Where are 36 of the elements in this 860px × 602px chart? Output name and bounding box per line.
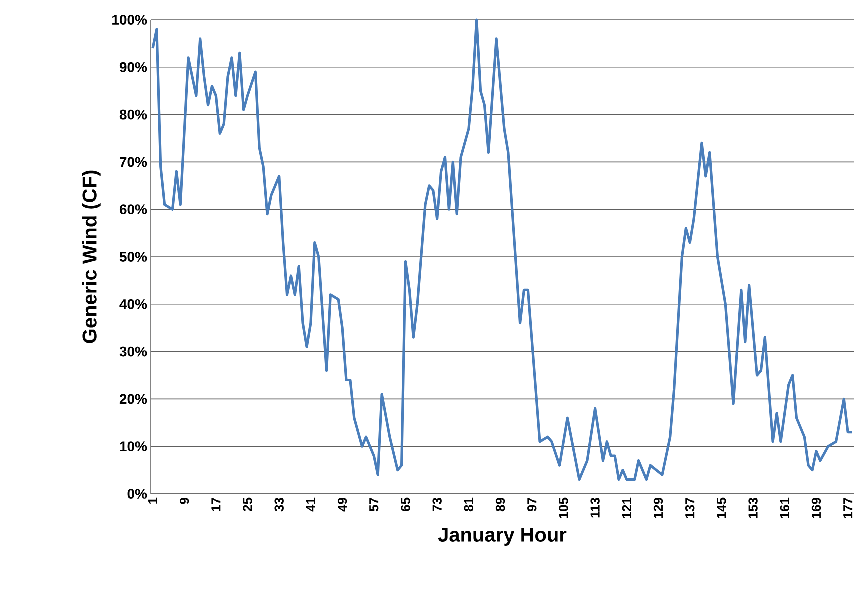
y-axis-title: Generic Wind (CF) — [82, 170, 101, 344]
x-tick-label: 129 — [654, 498, 664, 518]
x-tick-label: 113 — [590, 498, 600, 518]
x-tick-label: 33 — [274, 498, 284, 512]
x-tick-label: 41 — [306, 498, 316, 512]
x-tick-label: 73 — [432, 498, 442, 512]
x-tick-label: 145 — [717, 498, 726, 518]
y-tick-label: 10% — [120, 442, 148, 452]
x-tick-label: 153 — [748, 498, 758, 518]
x-tick-label: 177 — [844, 498, 853, 518]
y-tick-label: 90% — [120, 62, 148, 72]
x-tick-label: 89 — [496, 498, 506, 512]
x-tick-label: 65 — [401, 498, 410, 512]
x-tick-label: 17 — [212, 498, 221, 512]
x-tick-label: 9 — [180, 498, 190, 504]
x-tick-label: 137 — [685, 498, 695, 518]
x-tick-label: 161 — [780, 498, 790, 518]
y-tick-label: 40% — [120, 299, 148, 310]
x-axis-title: January Hour — [438, 528, 567, 546]
y-tick-label: 100% — [112, 15, 148, 25]
y-tick-label: 50% — [120, 252, 148, 262]
x-tick-label: 49 — [338, 498, 348, 512]
y-tick-label: 20% — [120, 394, 148, 404]
y-tick-label: 70% — [120, 157, 148, 168]
x-tick-label: 25 — [243, 498, 252, 512]
x-tick-label: 105 — [559, 498, 568, 518]
x-tick-label: 81 — [464, 498, 474, 512]
y-tick-label: 60% — [120, 204, 148, 215]
x-tick-label: 1 — [148, 498, 158, 504]
y-tick-label: 80% — [120, 110, 148, 120]
y-tick-label: 30% — [120, 346, 148, 357]
x-tick-label: 121 — [622, 498, 632, 518]
x-tick-label: 57 — [370, 498, 379, 512]
x-tick-label: 169 — [812, 498, 822, 518]
x-tick-label: 97 — [528, 498, 537, 512]
y-tick-label: 0% — [128, 489, 148, 499]
